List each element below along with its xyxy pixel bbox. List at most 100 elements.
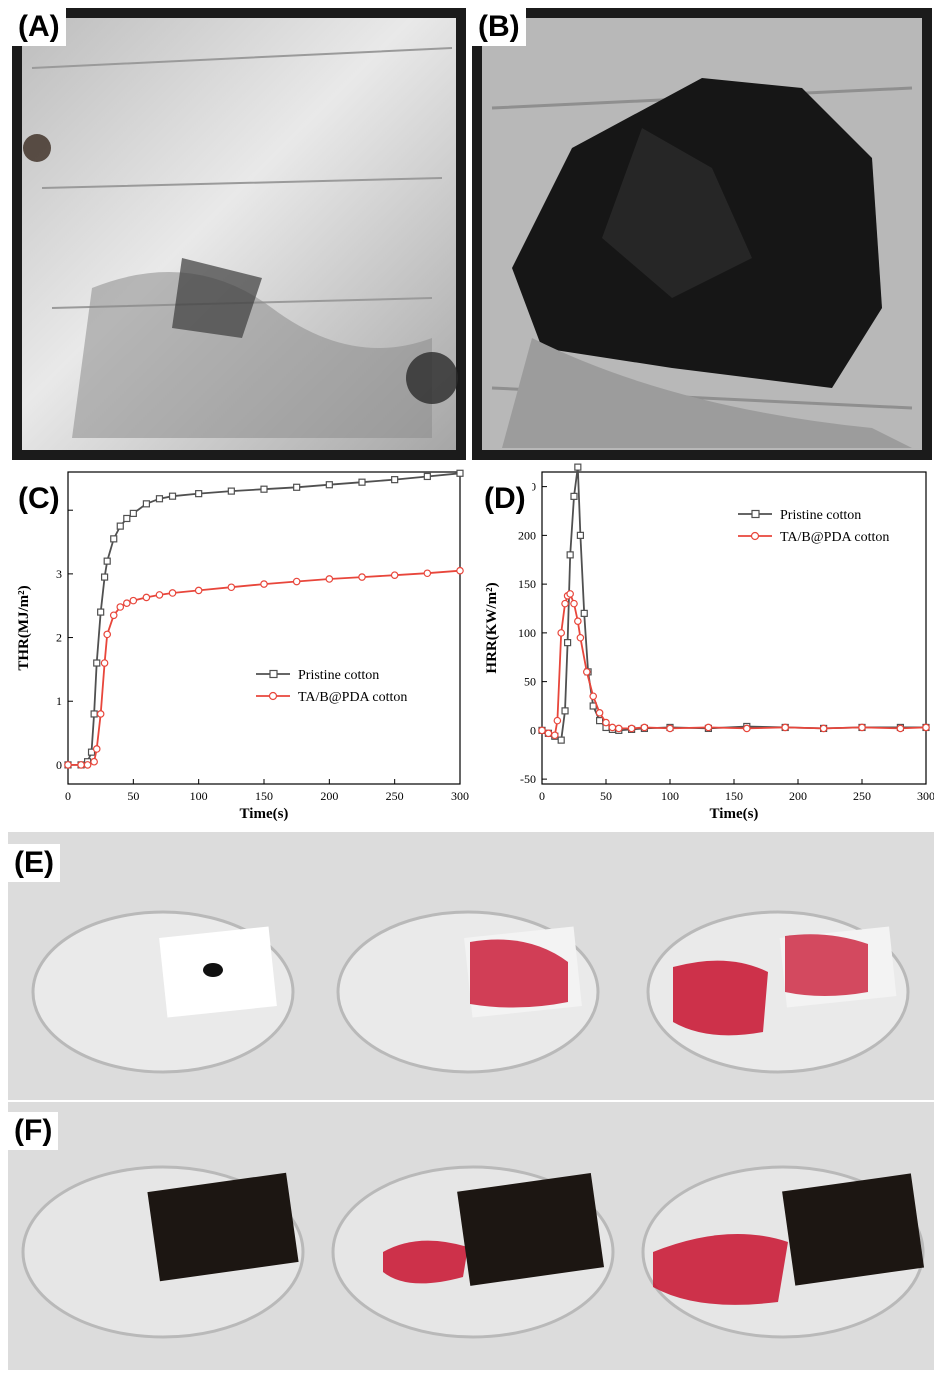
data-point-treated xyxy=(896,724,905,733)
panel-label-d: (D) xyxy=(478,480,532,518)
data-point-treated xyxy=(538,726,546,735)
data-point-pristine xyxy=(260,485,268,493)
data-point-treated xyxy=(194,586,203,595)
data-point-treated xyxy=(781,723,790,732)
data-point-pristine xyxy=(97,608,105,616)
x-tick-label: 300 xyxy=(917,789,934,803)
panel-label-b: (B) xyxy=(472,8,526,46)
data-point-treated xyxy=(64,761,72,769)
data-point-treated xyxy=(640,723,649,732)
data-point-pristine xyxy=(358,478,366,486)
black-cotton-dye-photos xyxy=(21,1165,925,1339)
data-point-pristine xyxy=(142,500,150,508)
x-tick-label: 250 xyxy=(853,789,871,803)
y-tick-label: 100 xyxy=(518,626,536,640)
data-point-pristine xyxy=(576,531,585,539)
data-point-pristine xyxy=(595,717,604,725)
data-point-treated xyxy=(155,591,164,599)
data-point-treated xyxy=(595,709,604,717)
data-point-pristine xyxy=(563,639,572,647)
legend-marker-circle xyxy=(268,691,278,701)
data-point-treated xyxy=(116,603,125,611)
data-point-pristine xyxy=(227,487,235,495)
x-tick-label: 50 xyxy=(127,789,139,803)
y-tick-label: 150 xyxy=(518,577,536,591)
data-point-treated xyxy=(109,611,118,620)
y-axis-title: THR(MJ/m²) xyxy=(16,585,32,670)
y-tick-label: 50 xyxy=(524,675,536,689)
panel-c: (C) 05010015020025030001234Time(s)THR(MJ… xyxy=(8,462,470,828)
panel-label-c: (C) xyxy=(12,480,66,518)
panel-label-f: (F) xyxy=(8,1112,59,1150)
x-tick-label: 300 xyxy=(451,789,469,803)
data-point-treated xyxy=(566,590,574,598)
data-point-treated xyxy=(325,575,334,583)
x-tick-label: 200 xyxy=(320,789,338,803)
data-point-treated xyxy=(90,757,98,766)
x-tick-label: 150 xyxy=(255,789,273,803)
data-point-pristine xyxy=(168,492,177,500)
data-point-pristine xyxy=(325,481,333,489)
data-point-pristine xyxy=(580,609,588,617)
y-tick-label: 2 xyxy=(56,631,62,645)
data-point-pristine xyxy=(103,557,111,565)
data-point-treated xyxy=(142,593,151,602)
x-axis-title: Time(s) xyxy=(240,806,289,822)
hrr-chart: 050100150200250300-50050100150200250Time… xyxy=(484,463,934,822)
data-point-treated xyxy=(83,761,92,769)
panel-label-e: (E) xyxy=(8,844,60,882)
data-point-pristine xyxy=(100,573,109,581)
data-point-treated xyxy=(123,599,131,607)
data-point-pristine xyxy=(110,535,118,543)
series-line-pristine xyxy=(541,466,926,742)
data-point-treated xyxy=(615,724,623,733)
data-point-treated xyxy=(292,577,301,586)
y-axis-title: HRR(KW/m²) xyxy=(484,582,500,673)
data-point-treated xyxy=(544,729,553,738)
data-point-treated xyxy=(666,724,674,733)
data-point-treated xyxy=(627,724,636,733)
x-tick-label: 0 xyxy=(65,789,71,803)
data-point-treated xyxy=(456,566,464,575)
legend-marker-circle xyxy=(750,531,760,541)
data-point-treated xyxy=(260,580,268,588)
data-point-treated xyxy=(561,599,569,608)
data-point-treated xyxy=(358,573,366,581)
data-point-pristine xyxy=(561,707,569,715)
x-tick-label: 150 xyxy=(725,789,743,803)
panel-label-a: (A) xyxy=(12,8,66,46)
data-point-treated xyxy=(589,692,598,701)
x-tick-label: 100 xyxy=(190,789,208,803)
x-tick-label: 250 xyxy=(386,789,404,803)
thr-chart: 05010015020025030001234Time(s)THR(MJ/m²)… xyxy=(16,469,469,822)
x-axis-title: Time(s) xyxy=(710,806,759,822)
data-point-treated xyxy=(227,583,236,592)
y-tick-label: -50 xyxy=(520,772,536,786)
legend-entry: TA/B@PDA cotton xyxy=(298,690,407,705)
data-point-pristine xyxy=(456,469,464,477)
data-point-treated xyxy=(858,723,866,732)
legend-entry: TA/B@PDA cotton xyxy=(780,530,889,545)
y-tick-label: 1 xyxy=(56,694,62,708)
panel-a: (A) xyxy=(12,8,466,460)
panel-b: (B) xyxy=(472,8,932,460)
data-point-treated xyxy=(704,723,713,732)
y-tick-label: 200 xyxy=(518,528,536,542)
data-point-treated xyxy=(602,718,610,727)
x-tick-label: 200 xyxy=(789,789,807,803)
data-point-treated xyxy=(553,716,562,725)
plot-frame xyxy=(541,471,927,785)
y-tick-label: 0 xyxy=(530,723,536,737)
data-point-treated xyxy=(742,724,751,733)
y-tick-label: 0 xyxy=(56,758,62,772)
legend-marker-square xyxy=(269,669,278,679)
data-point-treated xyxy=(168,589,177,597)
panel-e: (E) xyxy=(8,832,934,1100)
data-point-pristine xyxy=(423,472,431,481)
data-point-treated xyxy=(570,599,578,608)
data-point-treated xyxy=(583,668,591,676)
data-point-treated xyxy=(551,731,559,740)
data-point-treated xyxy=(100,659,109,667)
data-point-pristine xyxy=(195,490,203,498)
panel-d: (D) 050100150200250300-50050100150200250… xyxy=(474,462,934,828)
